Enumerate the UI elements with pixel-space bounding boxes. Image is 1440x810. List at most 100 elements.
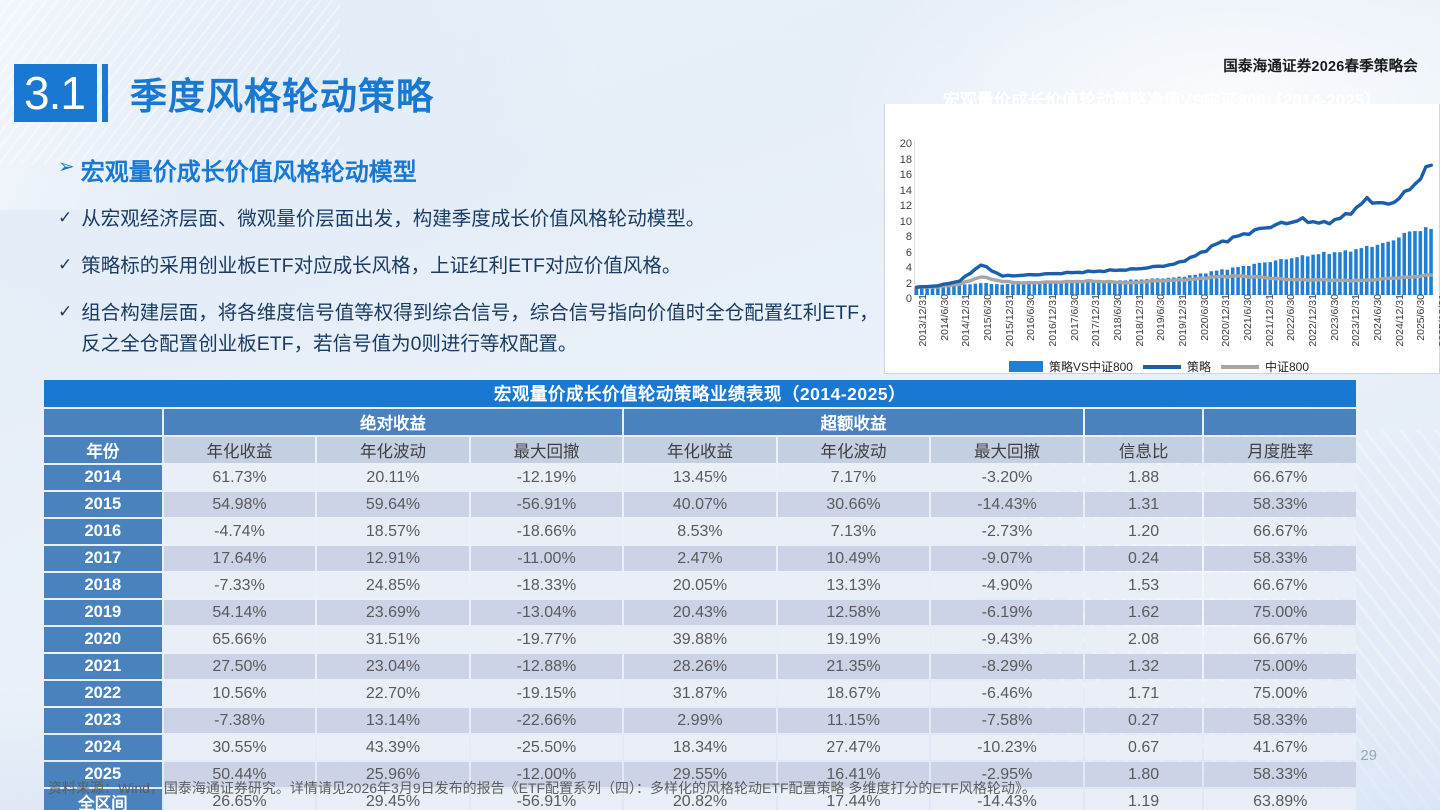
- table-cell: -3.20%: [931, 465, 1083, 490]
- table-cell: 58.33%: [1204, 546, 1356, 571]
- chart-svg: [914, 140, 1434, 295]
- x-tick-label: 2023/12/31: [1350, 294, 1363, 347]
- table-cell: -18.33%: [470, 573, 623, 598]
- x-tick-label: 2024/12/31: [1393, 294, 1406, 347]
- section-header: 3.1 季度风格轮动策略: [14, 62, 434, 124]
- table-cell: -14.43%: [931, 492, 1083, 517]
- table-body: 宏观量价成长价值轮动策略业绩表现（2014-2025） 绝对收益 超额收益 年份…: [44, 380, 1356, 810]
- group-header-blank-left: [44, 409, 162, 435]
- check-icon: ✓: [58, 208, 73, 227]
- table-cell: 10.49%: [777, 546, 930, 571]
- x-tick-label: 2022/6/30: [1285, 294, 1298, 341]
- table-cell: -12.19%: [470, 465, 623, 490]
- column-header-3: 最大回撤: [470, 437, 623, 463]
- table-cell: -7.33%: [163, 573, 316, 598]
- table-cell: 20.43%: [624, 600, 776, 625]
- x-tick-label: 2022/12/31: [1307, 294, 1319, 347]
- table-cell: 54.98%: [163, 492, 316, 517]
- table-cell: 23.04%: [317, 654, 469, 679]
- legend-swatch-strategy: [1142, 364, 1181, 369]
- column-header-year: 年份: [44, 437, 162, 463]
- x-tick-label: 2016/6/30: [1025, 294, 1038, 341]
- x-tick-label: 2024/6/30: [1372, 294, 1384, 341]
- list-item-label: 从宏观经济层面、微观量价层面出发，构建季度成长价值风格轮动模型。: [81, 208, 706, 230]
- source-note: 资料来源：Wind，国泰海通证券研究。详情请见2026年3月9日发布的报告《ET…: [48, 780, 1036, 796]
- table-cell: 50.44%: [163, 762, 316, 787]
- x-tick-label: 2018/6/30: [1112, 294, 1124, 341]
- table-cell: 20.05%: [624, 573, 776, 598]
- table-cell: 1.19: [1084, 789, 1203, 810]
- table-cell: 75.00%: [1204, 600, 1356, 625]
- legend-label-1: 策略: [1186, 360, 1211, 374]
- table-cell: 1.53: [1084, 573, 1203, 598]
- table-cell: 58.33%: [1204, 492, 1356, 517]
- table-cell: 28.26%: [624, 654, 776, 679]
- table-cell: 18.57%: [317, 519, 469, 544]
- list-item-label: 组合构建层面，将各维度信号值等权得到综合信号，综合信号指向价值时全仓配置红利ET…: [81, 302, 879, 355]
- bullet-list: ➢ 宏观量价成长价值风格轮动模型 ✓ 从宏观经济层面、微观量价层面出发，构建季度…: [58, 152, 888, 375]
- table-cell: 19.19%: [777, 627, 930, 652]
- table-cell: 1.71: [1084, 681, 1203, 706]
- y-tick-label: 16: [899, 169, 912, 181]
- table-cell: -10.23%: [931, 735, 1083, 760]
- table-cell: -56.91%: [470, 789, 623, 810]
- table-cell: 12.91%: [317, 546, 469, 571]
- column-header-2: 年化波动: [317, 437, 469, 463]
- table-row: 2016 -4.74% 18.57% -18.66% 8.53% 7.13% -2.73% 1…: [44, 519, 1356, 544]
- table-cell: 13.14%: [317, 708, 469, 733]
- y-tick-label: 8: [905, 231, 912, 243]
- table-cell: -14.43%: [931, 789, 1083, 810]
- group-header-blank-ir: [1084, 409, 1203, 435]
- table-cell: 11.15%: [777, 708, 930, 733]
- table-cell: 1.20: [1084, 519, 1203, 544]
- y-tick-label: 10: [899, 215, 912, 228]
- table-cell: 61.73%: [163, 465, 316, 490]
- row-label: 2018: [44, 573, 162, 598]
- table-title-row: 宏观量价成长价值轮动策略业绩表现（2014-2025）: [44, 380, 1356, 407]
- bullet-heading: ➢ 宏观量价成长价值风格轮动模型: [58, 152, 888, 187]
- conference-title: 国泰海通证券2026春季策略会: [1223, 59, 1418, 75]
- x-tick-label: 2020/6/30: [1198, 294, 1211, 341]
- table-row: 全区间 26.65% 29.45% -56.91% 20.82% 17.44% -14.43…: [44, 789, 1356, 810]
- table-cell: -12.88%: [470, 654, 623, 679]
- table-cell: 7.17%: [777, 465, 930, 490]
- section-accent-bar: [101, 64, 108, 122]
- table-cell: -9.07%: [931, 546, 1083, 571]
- table-row: 2022 10.56% 22.70% -19.15% 31.87% 18.67% -6.46…: [44, 681, 1356, 706]
- row-label: 全区间: [44, 789, 162, 810]
- y-tick-label: 14: [899, 184, 912, 197]
- table-cell: -7.38%: [163, 708, 316, 733]
- table-cell: 30.66%: [777, 492, 930, 517]
- y-tick-label: 6: [905, 246, 912, 259]
- table-cell: -6.46%: [931, 681, 1083, 706]
- table-cell: 63.89%: [1204, 789, 1356, 810]
- y-tick-label: 18: [899, 153, 912, 166]
- table-cell: -25.50%: [470, 735, 623, 760]
- list-item: ✓ 策略标的采用创业板ETF对应成长风格，上证红利ETF对应价值风格。: [58, 250, 888, 281]
- table-cell: 1.88: [1084, 465, 1203, 490]
- table-cell: 21.35%: [777, 654, 930, 679]
- table-cell: -18.66%: [470, 519, 623, 544]
- table-cell: 2.47%: [624, 546, 776, 571]
- table-cell: 27.50%: [163, 654, 316, 679]
- x-tick-label: 2017/12/31: [1090, 294, 1103, 347]
- table-cell: 25.96%: [317, 762, 469, 787]
- legend-label-2: 中证800: [1265, 360, 1310, 374]
- y-tick-label: 0: [905, 293, 912, 305]
- table-row: 2014 61.73% 20.11% -12.19% 13.45% 7.17% -3.20%…: [44, 465, 1356, 490]
- chart-legend: 策略VS中证800 策略 中证800: [884, 358, 1440, 375]
- table-cell: 1.80: [1084, 762, 1203, 787]
- y-tick-label: 12: [899, 200, 912, 212]
- table-cell: 7.13%: [777, 519, 930, 544]
- table-cell: 66.67%: [1204, 519, 1356, 544]
- check-icon: ✓: [58, 255, 73, 275]
- table-cell: -2.95%: [931, 762, 1083, 787]
- x-tick-label: 2017/6/30: [1068, 294, 1081, 341]
- table-cell: 0.67: [1084, 735, 1203, 760]
- check-icon: ✓: [58, 302, 73, 322]
- table-title: 宏观量价成长价值轮动策略业绩表现（2014-2025）: [44, 380, 1356, 407]
- table-cell: 2.08: [1084, 627, 1203, 652]
- column-header-8: 月度胜率: [1204, 437, 1356, 463]
- table-cell: 1.31: [1084, 492, 1203, 517]
- table-row: 2023 -7.38% 13.14% -22.66% 2.99% 11.15% -7.58%…: [44, 708, 1356, 733]
